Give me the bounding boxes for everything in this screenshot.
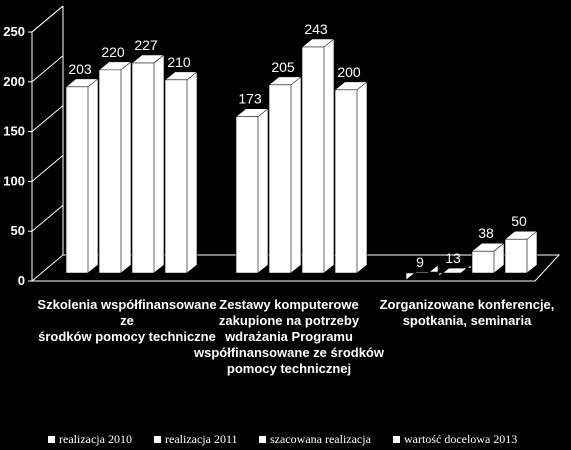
bar-edge bbox=[406, 271, 439, 281]
y-tick-depth bbox=[31, 155, 64, 182]
legend-swatch bbox=[48, 436, 55, 443]
legend-item-szacowana-realizacja: szacowana realizacja bbox=[259, 432, 371, 447]
legend: realizacja 2010 realizacja 2011 szacowan… bbox=[0, 432, 571, 450]
data-label: 13 bbox=[445, 250, 461, 266]
bar-edge bbox=[335, 81, 368, 273]
legend-swatch bbox=[259, 436, 266, 443]
category-label-line: spotkania, seminaria bbox=[402, 313, 532, 328]
category-label: Szkolenia współfinansowane ze środków pom… bbox=[32, 297, 222, 345]
bar-chart: 0 50 100 150 200 250 203 173 9 220 205 13 227 243 38 21… bbox=[3, 5, 561, 288]
bar-edge bbox=[269, 76, 302, 273]
bar bbox=[164, 71, 198, 274]
bar bbox=[334, 81, 368, 274]
y-tick-label: 200 bbox=[3, 74, 25, 89]
bar-edge bbox=[165, 71, 198, 273]
y-tick-depth bbox=[31, 5, 64, 33]
y-tick-label: 50 bbox=[11, 223, 25, 238]
bar bbox=[301, 38, 335, 274]
bar-edge bbox=[302, 38, 335, 273]
category-label: Zorganizowane konferencje, spotkania, sem… bbox=[372, 297, 562, 329]
y-tick-depth bbox=[31, 55, 64, 83]
bar bbox=[471, 242, 505, 274]
legend-item-realizacja-2010: realizacja 2010 bbox=[48, 432, 132, 447]
category-label-line: Zestawy komputerowe bbox=[219, 297, 359, 312]
bar-edge bbox=[505, 230, 538, 273]
category-label-line: Szkolenia współfinansowane ze bbox=[37, 297, 217, 328]
category-label-line: wdrażania Programu bbox=[225, 329, 353, 344]
category-label-line: zakupione na potrzeby bbox=[218, 313, 360, 328]
data-label: 50 bbox=[511, 213, 527, 229]
bar bbox=[504, 230, 538, 274]
bar bbox=[235, 108, 269, 274]
y-tick-label: 100 bbox=[3, 173, 25, 188]
category-label-line: Zorganizowane konferencje, bbox=[379, 297, 555, 312]
category-label-line: współfinansowane ze środków bbox=[194, 345, 384, 360]
data-label: 205 bbox=[271, 59, 295, 75]
bar-edge bbox=[99, 61, 132, 273]
bar-edge bbox=[66, 78, 99, 273]
legend-label: wartość docelowa 2013 bbox=[404, 432, 518, 446]
bar-edge bbox=[472, 242, 505, 273]
y-tick-depth bbox=[31, 254, 64, 282]
legend-swatch bbox=[393, 436, 400, 443]
data-label: 38 bbox=[478, 225, 494, 241]
y-tick-depth bbox=[31, 204, 64, 232]
bar-edge bbox=[439, 267, 472, 277]
category-label: Zestawy komputerowe zakupione na potrzeby… bbox=[194, 297, 384, 377]
legend-swatch bbox=[154, 436, 161, 443]
y-tick-depth bbox=[31, 105, 64, 132]
data-label: 173 bbox=[238, 91, 262, 107]
legend-label: szacowana realizacja bbox=[270, 432, 371, 446]
data-label: 243 bbox=[304, 21, 328, 37]
bar bbox=[131, 54, 165, 274]
y-tick-label: 250 bbox=[3, 24, 25, 39]
data-label: 9 bbox=[416, 254, 424, 270]
category-label-line: pomocy technicznej bbox=[226, 361, 352, 376]
data-label: 200 bbox=[337, 64, 361, 80]
bar bbox=[98, 61, 132, 274]
bar bbox=[438, 264, 472, 277]
data-label: 210 bbox=[167, 54, 191, 70]
bar bbox=[65, 78, 99, 274]
category-label-line: środków pomocy techniczne bbox=[38, 329, 216, 344]
y-tick-label: 0 bbox=[18, 273, 25, 288]
data-label: 227 bbox=[134, 37, 158, 53]
data-label: 203 bbox=[68, 61, 92, 77]
legend-label: realizacja 2011 bbox=[165, 432, 238, 446]
data-label: 220 bbox=[101, 44, 125, 60]
bar-edge bbox=[236, 108, 269, 273]
y-tick-label: 150 bbox=[3, 124, 25, 139]
legend-label: realizacja 2010 bbox=[59, 432, 132, 446]
bar-edge bbox=[132, 54, 165, 273]
legend-item-wartosc-docelowa-2013: wartość docelowa 2013 bbox=[393, 432, 517, 447]
legend-item-realizacja-2011: realizacja 2011 bbox=[154, 432, 238, 447]
bar bbox=[268, 76, 302, 274]
